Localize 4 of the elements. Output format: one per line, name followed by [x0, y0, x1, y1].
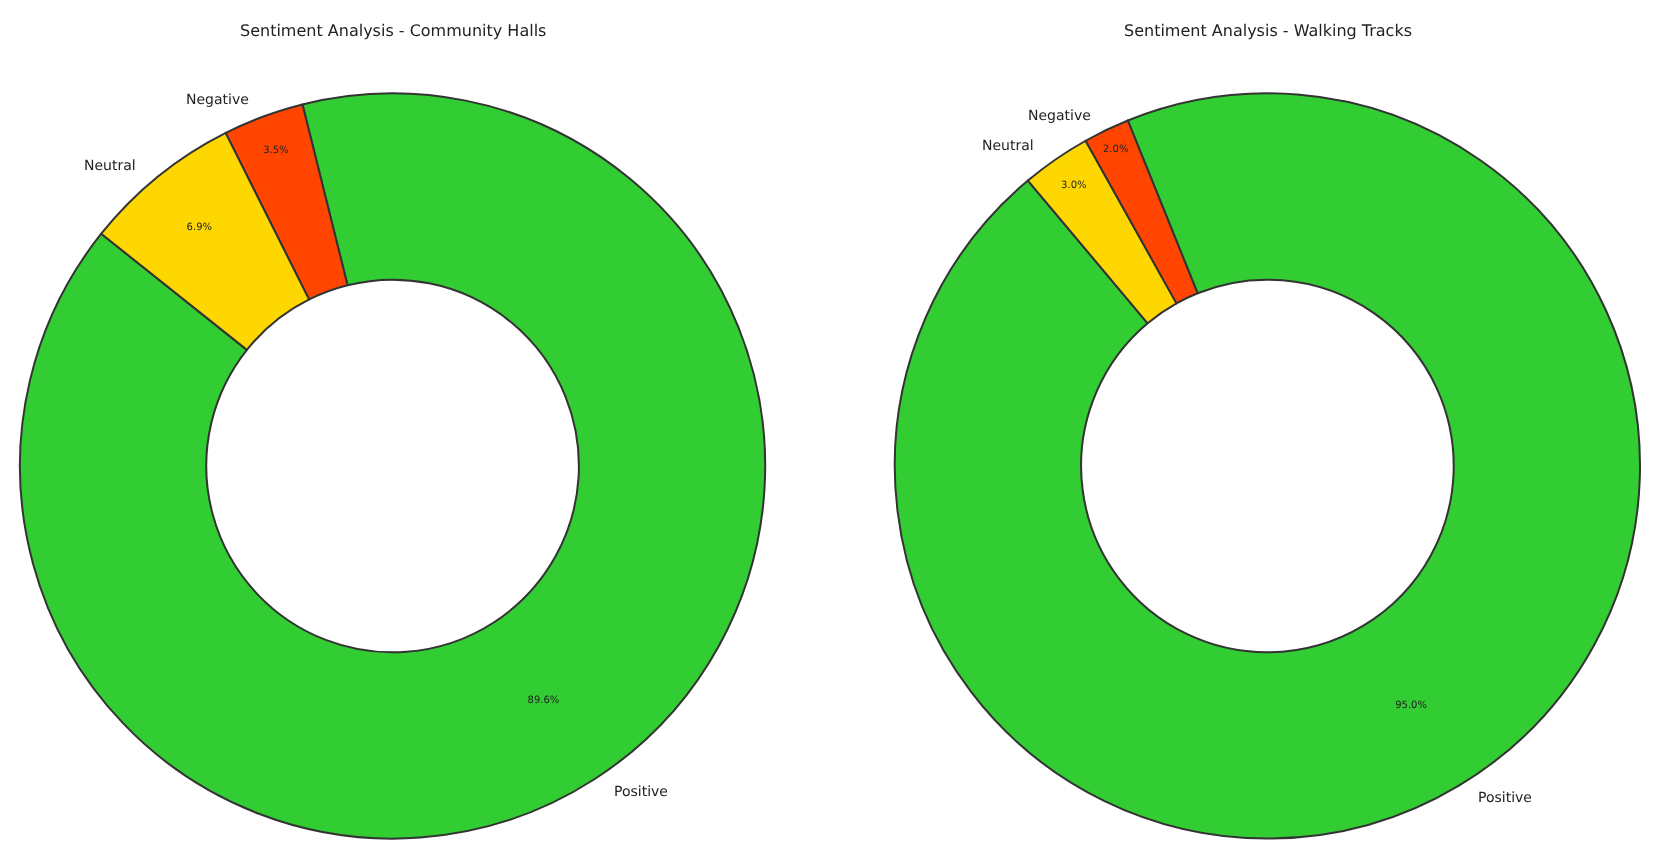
donut-slice [19, 92, 767, 839]
chart-title: Sentiment Analysis - Community Halls [240, 22, 547, 40]
donut-slice [894, 92, 1641, 840]
chart-title: Sentiment Analysis - Walking Tracks [1124, 22, 1412, 40]
